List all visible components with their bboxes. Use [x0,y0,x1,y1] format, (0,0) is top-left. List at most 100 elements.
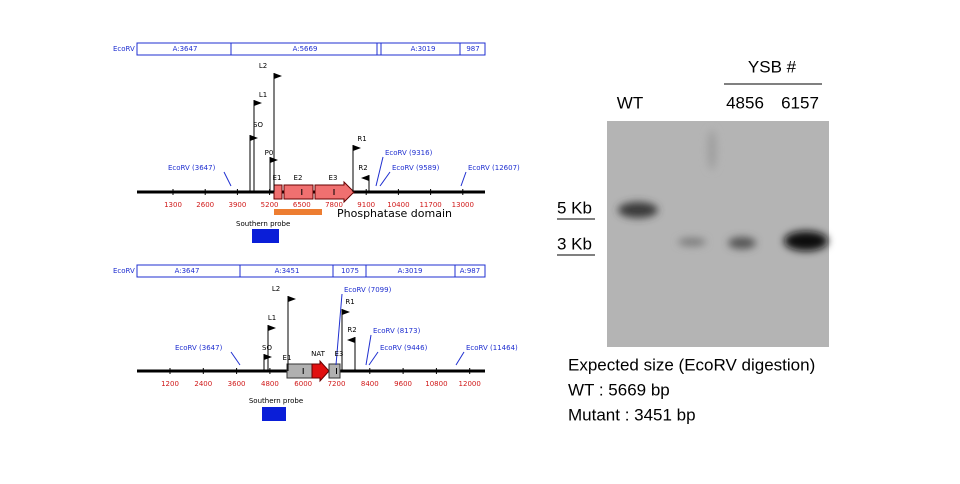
fragment-label: A:3019 [411,45,436,53]
site-pointer [375,156,384,187]
scale-label: 7800 [325,201,343,209]
dividers [230,43,461,55]
scale-label: 9600 [394,380,412,388]
lane-label: WT [617,93,643,112]
scale-label: 12000 [459,380,481,388]
exon [283,184,314,200]
exon [286,363,313,379]
site-pointer [335,293,343,366]
primer-flag [270,157,278,163]
scale-label: 13000 [452,201,474,209]
primer-label: L1 [259,91,267,99]
feature-label: E1 [273,174,282,182]
scale-label: 1300 [164,201,182,209]
site-label: EcoRV (11464) [466,344,518,352]
domain-label: Phosphatase domain [337,207,452,220]
fragment-label: A:3647 [173,45,198,53]
site-label: EcoRV (12607) [468,164,520,172]
primer-flag [268,325,276,331]
scale-label: 9100 [357,201,375,209]
feature-label: NAT [311,350,325,358]
primer-label: R2 [358,164,367,172]
fragment-label: A:5669 [293,45,318,53]
primer-label: P0 [265,149,274,157]
restriction-bar [136,264,486,278]
primer-flag [254,100,262,106]
nat-arrow [311,359,330,383]
site-label: EcoRV (9446) [380,344,428,352]
site-pointer [230,351,241,366]
scale-label: 4800 [261,380,279,388]
fragment-label: 987 [466,45,479,53]
probe [252,229,279,243]
scale-label: 10800 [425,380,447,388]
site-pointer [223,171,232,187]
exon [328,363,341,379]
site-pointer [368,351,379,366]
caption: Expected size (EcoRV digestion) [568,355,815,374]
scale-label: 2400 [194,380,212,388]
scale-label: 6000 [294,380,312,388]
scale-label: 11700 [419,201,441,209]
caption: WT : 5669 bp [568,380,670,399]
fragment-label: A:3451 [275,267,300,275]
site-label: EcoRV (3647) [175,344,223,352]
feature-label: E1 [283,354,292,362]
primer-label: R1 [345,298,354,306]
primer-label: L1 [268,314,276,322]
feature-label: E3 [335,350,344,358]
site-label: EcoRV (8173) [373,327,421,335]
primer-label: SO [253,121,263,129]
site-label: EcoRV (9316) [385,149,433,157]
primer-flag [342,309,350,315]
fragment-label: A:3647 [175,267,200,275]
scale-label: 7200 [328,380,346,388]
primer-flag [353,145,361,151]
site-pointer [365,334,372,366]
dividers [239,265,456,277]
primer-label: L2 [259,62,267,70]
scale-label: 1200 [161,380,179,388]
primer-label: SO [262,344,272,352]
feature-label: E3 [329,174,338,182]
scale-label: 6500 [293,201,311,209]
marker-label: 3 Kb [557,234,592,253]
site-label: EcoRV (3647) [168,164,216,172]
scale-label: 5200 [261,201,279,209]
scale-label: 8400 [361,380,379,388]
site-label: EcoRV (9589) [392,164,440,172]
probe-label: Southern probe [236,220,290,228]
restriction-bar [136,42,486,56]
scale-label: 2600 [196,201,214,209]
bands [618,130,828,251]
primer-flag [288,296,296,302]
scale-label: 3600 [228,380,246,388]
domain-bar [274,209,322,215]
primer-flag [347,337,355,343]
primer-label: R2 [347,326,356,334]
enzyme-label: EcoRV [113,45,135,53]
fragment-label: 1075 [341,267,359,275]
scale-label: 3900 [228,201,246,209]
probe-label: Southern probe [249,397,303,405]
exon [273,184,283,200]
group-label: YSB # [748,57,797,76]
fragment-label: A:987 [460,267,480,275]
lane-label: 4856 [726,93,764,112]
probe [262,407,286,421]
caption: Mutant : 3451 bp [568,405,696,424]
marker-label: 5 Kb [557,198,592,217]
primer-flag [274,73,282,79]
primer-label: L2 [272,285,280,293]
lane-label: 6157 [781,93,819,112]
site-pointer [460,171,467,187]
feature-label: E2 [294,174,303,182]
site-pointer [455,351,465,366]
enzyme-label: EcoRV [113,267,135,275]
primer-flag [361,175,369,181]
site-label: EcoRV (7099) [344,286,392,294]
scale-label: 10400 [387,201,409,209]
fragment-label: A:3019 [398,267,423,275]
